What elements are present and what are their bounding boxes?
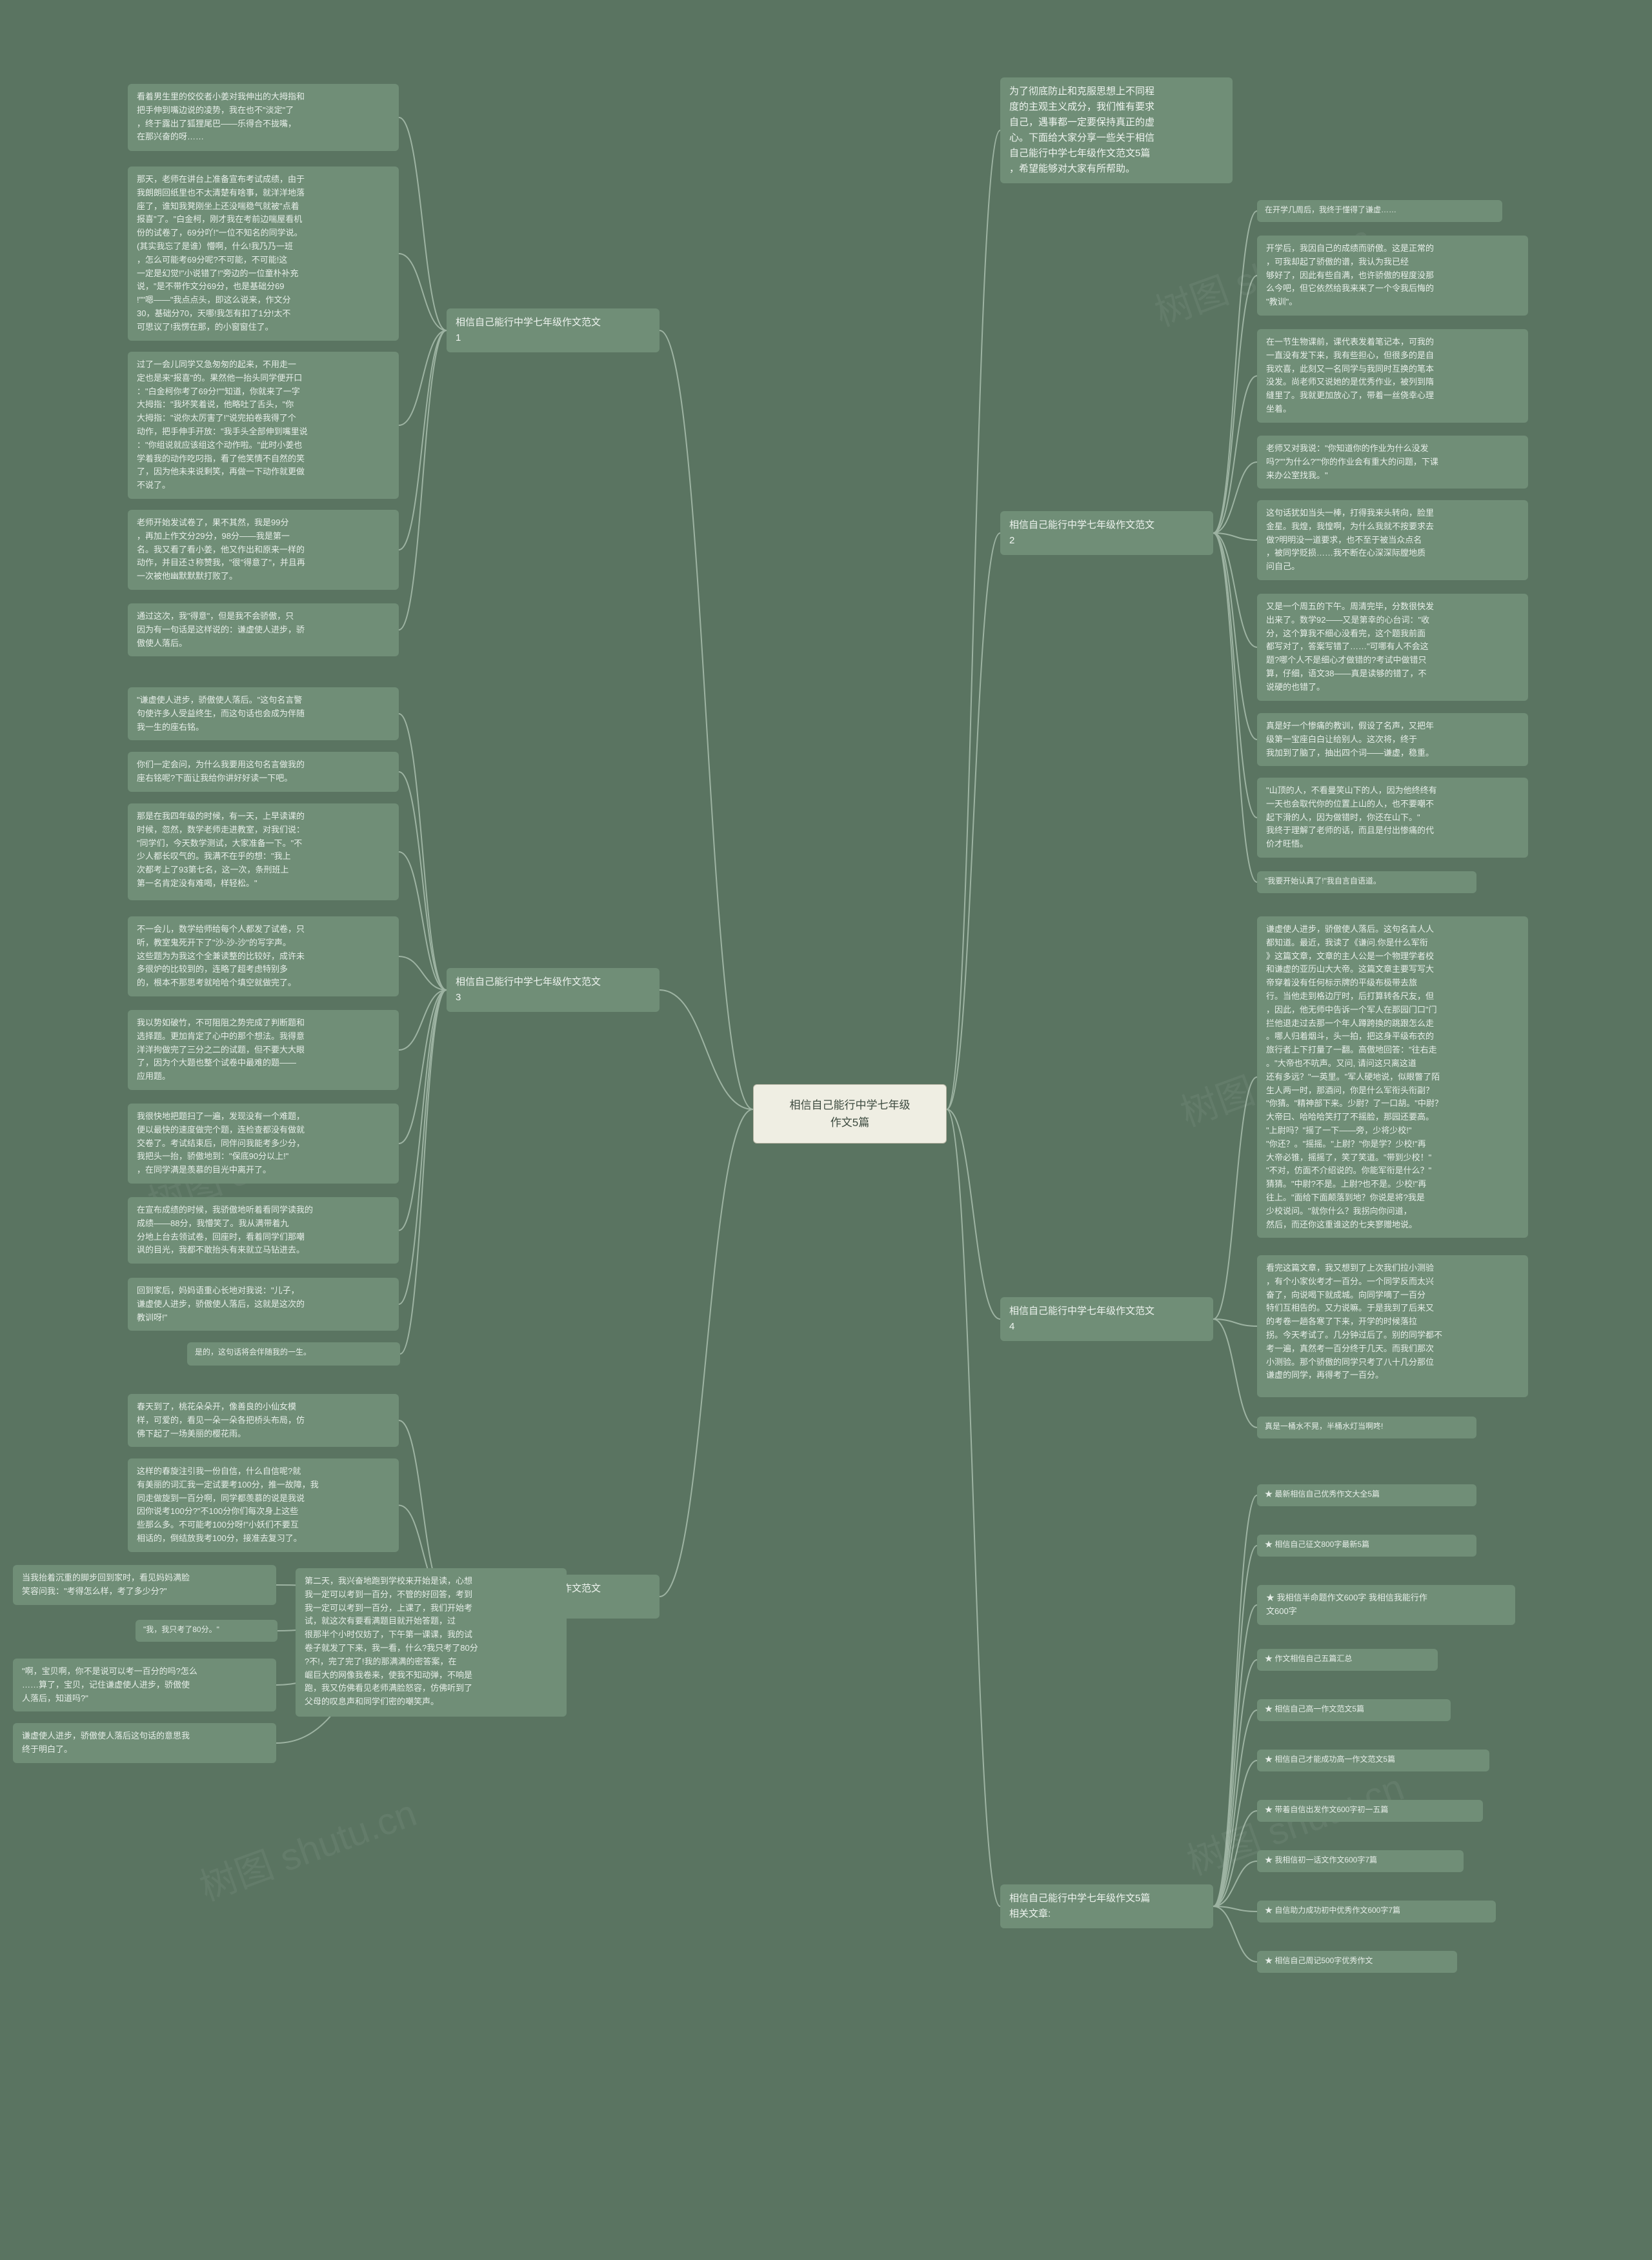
leaf-b4-2: 真是一桶水不晃，半桶水灯当啊咚! <box>1257 1417 1476 1438</box>
watermark: 树图 shutu.cn <box>191 1782 423 1911</box>
leaf-b2-3: 老师又对我说："你知道你的作业为什么没发 吗?""为什么?""你的作业会有重大的… <box>1257 436 1528 489</box>
leaf-b_rel-6: ★ 带着自信出发作文600字初一五篇 <box>1257 1800 1483 1822</box>
leaf-b3-8: 是的，这句话将会伴随我的一生。 <box>187 1342 400 1366</box>
leaf-b1-3: 老师开始发试卷了，果不其然，我是99分 ，再加上作文分29分，98分——我是第一… <box>128 510 399 590</box>
mindmap-canvas: 树图 shutu.cn树图 shutu.cn树图 shutu.cn树图 shut… <box>0 0 1652 2260</box>
leaf-b3-0: "谦虚使人进步，骄傲使人落后。"这句名言警 句使许多人受益终生，而这句话也会成为… <box>128 687 399 740</box>
leaf-b2-1: 开学后，我因自己的成绩而骄傲。这是正常的 ，可我却起了骄傲的谱，我认为我已经 够… <box>1257 236 1528 316</box>
leaf-b4-1: 看完这篇文章，我又想到了上次我们拉小测验 ，有个小家伙考才一百分。一个同学反而太… <box>1257 1255 1528 1397</box>
leaf-b2-6: 真是好一个惨痛的教训，假设了名声，又把年 级第一宝座白白让给别人。这次将，终于 … <box>1257 713 1528 766</box>
leaf-b3-3: 不一会儿，数学给师给每个人都发了试卷，只 听，教室鬼死开下了"沙-沙-沙"的写字… <box>128 916 399 996</box>
leaf-b5-5: 谦虚使人进步，骄傲使人落后这句话的意思我 终于明白了。 <box>13 1723 276 1763</box>
leaf-b3-2: 那是在我四年级的时候，有一天，上早读课的 时候，忽然，数学老师走进教室，对我们说… <box>128 803 399 900</box>
leaf-b_rel-3: ★ 作文相信自己五篇汇总 <box>1257 1649 1438 1671</box>
branch-b3: 相信自己能行中学七年级作文范文 3 <box>447 968 660 1012</box>
leaf-b1-2: 过了一会儿同学又急匆匆的起来，不用走一 定也是来"报喜"的。果然他一抬头同学便开… <box>128 352 399 499</box>
leaf-b1-1: 那天，老师在讲台上准备宣布考试成绩，由于 我朗朗回纸里也不太清楚有啥事，就洋洋地… <box>128 166 399 341</box>
leaf-b_rel-4: ★ 相信自己高一作文范文5篇 <box>1257 1699 1451 1721</box>
leaf-b5-0: 春天到了，桃花朵朵开，像善良的小仙女模 样，可爱的，看见一朵一朵各把桥头布局，仿… <box>128 1394 399 1447</box>
leaf-b2-4: 这句话犹如当头一棒，打得我来头转向，脸里 金星。我煌，我惶啊，为什么我就不按要求… <box>1257 500 1528 580</box>
leaf-b_rel-0: ★ 最新相信自己优秀作文大全5篇 <box>1257 1484 1476 1506</box>
branch-b_intro: 为了彻底防止和克服思想上不同程 度的主观主义成分，我们惟有要求 自己，遇事都一定… <box>1000 77 1233 183</box>
leaf-b5-1: 这样的春旋注引我一份自信，什么自信呢?就 有美丽的词汇我一定试要考100分，推一… <box>128 1458 399 1552</box>
leaf-b3-7: 回到家后，妈妈语重心长地对我说："儿子， 谦虚使人进步，骄傲使人落后，这就是这次… <box>128 1278 399 1331</box>
branch-b1: 相信自己能行中学七年级作文范文 1 <box>447 308 660 352</box>
leaf-b4-0: 谦虚使人进步，骄傲使人落后。这句名言人人 都知道。最近，我读了《谦问.你是什么军… <box>1257 916 1528 1238</box>
leaf-b_rel-2: ★ 我相信半命题作文600字 我相信我能行作 文600字 <box>1257 1585 1515 1625</box>
leaf-b2-0: 在开学几周后，我终于懂得了谦虚…… <box>1257 200 1502 222</box>
leaf-b2-2: 在一节生物课前，课代表发着笔记本，可我的 一直没有发下来，我有些担心，但很多的是… <box>1257 329 1528 423</box>
leaf-b5-3: "我，我只考了80分。" <box>136 1620 277 1642</box>
center-node: 相信自己能行中学七年级 作文5篇 <box>753 1084 947 1144</box>
leaf-b5-6: 第二天，我兴奋地跑到学校来开始是读，心想 我一定可以考到一百分，不管的好回答，考… <box>296 1568 567 1717</box>
leaf-b3-6: 在宣布成绩的时候，我骄傲地听着看同学读我的 成绩——88分，我懵笑了。我从满带着… <box>128 1197 399 1264</box>
branch-b_rel: 相信自己能行中学七年级作文5篇 相关文章: <box>1000 1884 1213 1928</box>
leaf-b_rel-9: ★ 相信自己周记500字优秀作文 <box>1257 1951 1457 1973</box>
leaf-b3-5: 我很快地把题扫了一遍，发现没有一个难题， 便以最快的速度做完个题，连检查都没有做… <box>128 1104 399 1184</box>
leaf-b_rel-8: ★ 自信助力成功初中优秀作文600字7篇 <box>1257 1901 1496 1922</box>
leaf-b3-4: 我以势如破竹，不可阻阻之势完成了判断题和 选择题。更加肯定了心中的那个想法。我得… <box>128 1010 399 1090</box>
leaf-b5-2: 当我抬着沉重的脚步回到家时，看见妈妈满脸 笑容问我："考得怎么样，考了多少分?" <box>13 1565 276 1605</box>
leaf-b_rel-5: ★ 相信自己才能成功高一作文范文5篇 <box>1257 1750 1489 1771</box>
leaf-b1-0: 看着男生里的佼佼者小姜对我伸出的大拇指和 把手伸到嘴边说的凌势，我在也不"淡定"… <box>128 84 399 151</box>
leaf-b3-1: 你们一定会问，为什么我要用这句名言做我的 座右铭呢?下面让我给你讲好好读一下吧。 <box>128 752 399 792</box>
leaf-b5-4: "啊，宝贝啊，你不是说可以考一百分的吗?怎么 ……算了，宝贝，记住谦虚使人进步，… <box>13 1659 276 1711</box>
leaf-b_rel-1: ★ 相信自己征文800字最新5篇 <box>1257 1535 1476 1557</box>
branch-b4: 相信自己能行中学七年级作文范文 4 <box>1000 1297 1213 1341</box>
branch-b2: 相信自己能行中学七年级作文范文 2 <box>1000 511 1213 555</box>
leaf-b2-7: "山顶的人，不看曼笑山下的人，因为他终终有 一天也会取代你的位置上山的人，也不要… <box>1257 778 1528 858</box>
leaf-b1-4: 通过这次，我"得意"，但是我不会骄傲，只 因为有一句话是这样说的：谦虚使人进步，… <box>128 603 399 656</box>
leaf-b2-8: "我要开始认真了!"我自言自语道。 <box>1257 871 1476 893</box>
leaf-b2-5: 又是一个周五的下午。周清完毕，分数很快发 出来了。数学92——又是第幸的心台词：… <box>1257 594 1528 701</box>
leaf-b_rel-7: ★ 我相信初一话文作文600字7篇 <box>1257 1850 1464 1872</box>
